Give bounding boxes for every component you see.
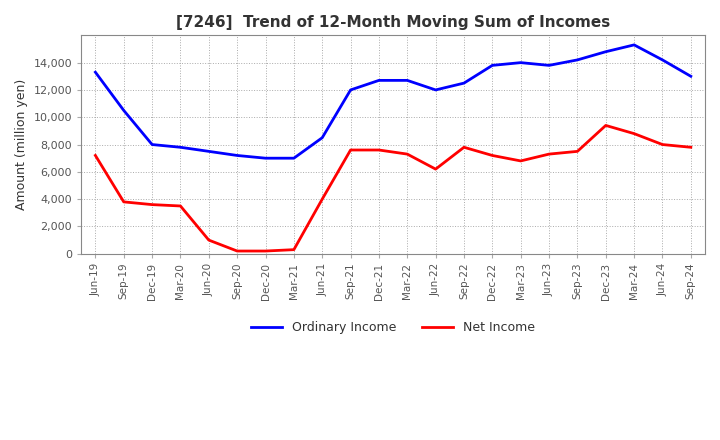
Net Income: [516, 158, 525, 164]
Net Income: [120, 199, 128, 205]
Ordinary Income: [431, 87, 440, 92]
Ordinary Income: [403, 78, 412, 83]
Net Income: [346, 147, 355, 153]
Ordinary Income: [120, 108, 128, 113]
Ordinary Income: [459, 81, 468, 86]
Net Income: [686, 145, 695, 150]
Ordinary Income: [261, 156, 270, 161]
Net Income: [148, 202, 156, 207]
Ordinary Income: [374, 78, 383, 83]
Line: Net Income: Net Income: [95, 125, 690, 251]
Ordinary Income: [516, 60, 525, 65]
Ordinary Income: [658, 57, 667, 62]
Ordinary Income: [686, 73, 695, 79]
Net Income: [488, 153, 497, 158]
Ordinary Income: [488, 63, 497, 68]
Net Income: [233, 249, 241, 254]
Net Income: [261, 249, 270, 254]
Net Income: [630, 131, 639, 136]
Net Income: [431, 166, 440, 172]
Net Income: [204, 238, 213, 243]
Ordinary Income: [601, 49, 610, 55]
Ordinary Income: [176, 145, 185, 150]
Line: Ordinary Income: Ordinary Income: [95, 45, 690, 158]
Net Income: [545, 151, 554, 157]
Net Income: [601, 123, 610, 128]
Ordinary Income: [630, 42, 639, 48]
Ordinary Income: [289, 156, 298, 161]
Ordinary Income: [148, 142, 156, 147]
Y-axis label: Amount (million yen): Amount (million yen): [15, 79, 28, 210]
Ordinary Income: [545, 63, 554, 68]
Net Income: [403, 151, 412, 157]
Ordinary Income: [233, 153, 241, 158]
Ordinary Income: [91, 70, 99, 75]
Net Income: [289, 247, 298, 252]
Net Income: [176, 203, 185, 209]
Ordinary Income: [573, 57, 582, 62]
Net Income: [91, 153, 99, 158]
Ordinary Income: [204, 149, 213, 154]
Ordinary Income: [318, 135, 327, 140]
Net Income: [658, 142, 667, 147]
Ordinary Income: [346, 87, 355, 92]
Legend: Ordinary Income, Net Income: Ordinary Income, Net Income: [246, 316, 540, 339]
Net Income: [318, 197, 327, 202]
Net Income: [573, 149, 582, 154]
Title: [7246]  Trend of 12-Month Moving Sum of Incomes: [7246] Trend of 12-Month Moving Sum of I…: [176, 15, 611, 30]
Net Income: [374, 147, 383, 153]
Net Income: [459, 145, 468, 150]
